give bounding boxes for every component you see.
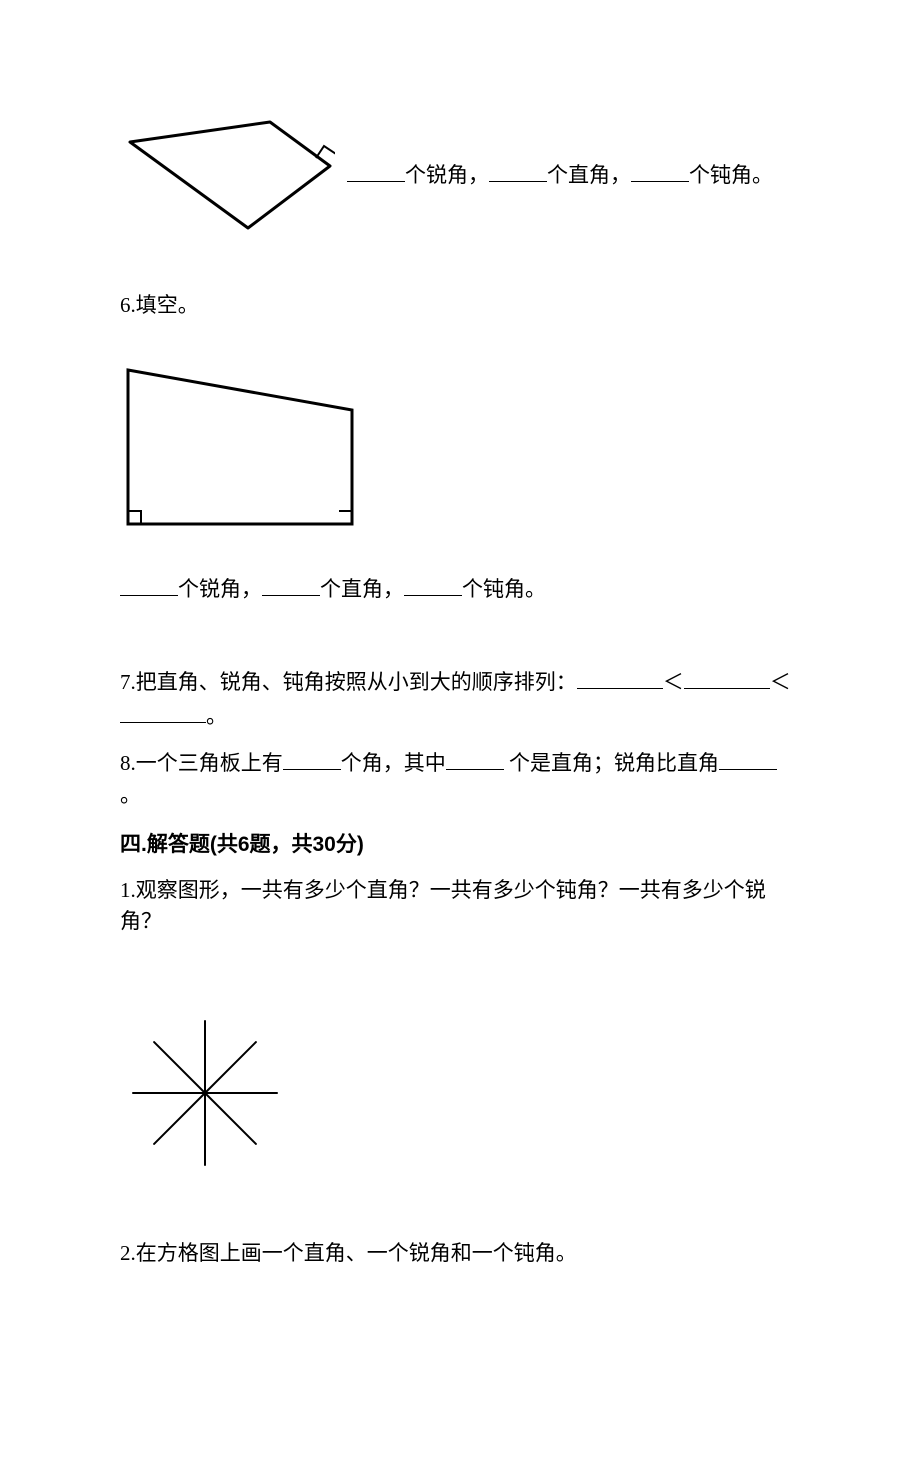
q5-blank-right[interactable] [489, 158, 547, 182]
q5-text-obtuse: 个钝角。 [689, 163, 773, 187]
q6-figure [120, 362, 800, 532]
q6-blank-acute[interactable] [120, 572, 178, 596]
q7-lt-2: ＜ [770, 670, 791, 694]
q7-blank-1[interactable] [577, 665, 663, 689]
q5-blank-obtuse[interactable] [631, 158, 689, 182]
question-7: 7.把直角、锐角、钝角按照从小到大的顺序排列： ＜ ＜ 。 [120, 665, 800, 732]
section4-question-1: 1.观察图形，一共有多少个直角？一共有多少个钝角？一共有多少个锐角？ [120, 875, 800, 938]
kite-shape [120, 120, 335, 230]
q6-blank-right[interactable] [262, 572, 320, 596]
q7-period: 。 [206, 704, 227, 728]
q6-blank-obtuse[interactable] [404, 572, 462, 596]
section-4-header: 四.解答题(共6题，共30分) [120, 829, 800, 861]
q5-blank-acute[interactable] [347, 158, 405, 182]
q5-text-acute: 个锐角， [405, 163, 489, 187]
q6-text-right: 个直角， [320, 577, 404, 601]
s4q1-figure [120, 1008, 800, 1178]
q6-text-acute: 个锐角， [178, 577, 262, 601]
trapezoid-shape [120, 362, 360, 532]
q8-text-b: 个角，其中 [341, 751, 446, 775]
q7-blank-3[interactable] [120, 699, 206, 723]
q7-lt-1: ＜ [663, 670, 684, 694]
section4-question-2: 2.在方格图上画一个直角、一个锐角和一个钝角。 [120, 1238, 800, 1270]
q5-blanks-line: 个锐角， 个直角， 个钝角。 [347, 158, 773, 192]
q8-blank-1[interactable] [283, 746, 341, 770]
question-8: 8.一个三角板上有 个角，其中 个是直角；锐角比直角 。 [120, 746, 800, 811]
q7-blank-2[interactable] [684, 665, 770, 689]
q8-text-d: 。 [120, 783, 141, 807]
q5-text-right: 个直角， [547, 163, 631, 187]
question-6-label: 6.填空。 [120, 290, 800, 322]
star-lines [120, 1008, 290, 1178]
q6-text-obtuse: 个钝角。 [462, 577, 546, 601]
question-5: 个锐角， 个直角， 个钝角。 [120, 120, 800, 230]
q5-figure [120, 120, 335, 230]
q8-text-a: 8.一个三角板上有 [120, 751, 283, 775]
q8-blank-2[interactable] [446, 746, 504, 770]
q6-blanks-line: 个锐角， 个直角， 个钝角。 [120, 572, 800, 606]
q7-prefix: 7.把直角、锐角、钝角按照从小到大的顺序排列： [120, 670, 577, 694]
q8-blank-3[interactable] [719, 746, 777, 770]
q8-text-c: 个是直角；锐角比直角 [504, 751, 719, 775]
